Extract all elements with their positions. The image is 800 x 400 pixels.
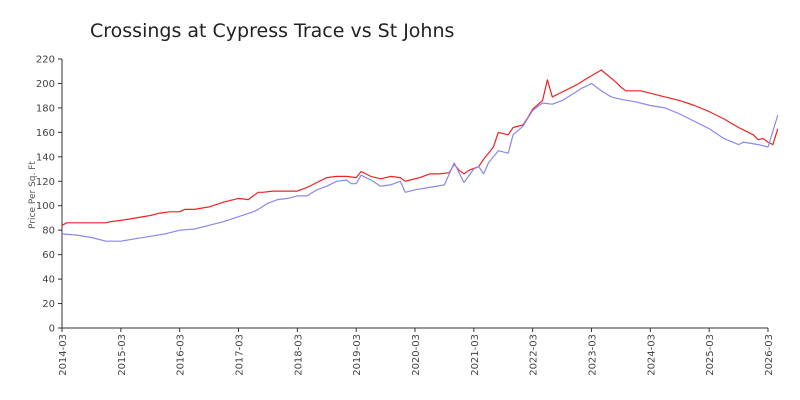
y-tick-label: 200 (36, 79, 55, 90)
x-tick-label: 2026-03 (764, 334, 775, 376)
y-tick-label: 220 (36, 55, 55, 66)
y-tick-label: 100 (36, 201, 55, 212)
x-tick-label: 2015-03 (117, 334, 128, 376)
y-tick-label: 0 (49, 324, 55, 335)
y-tick-label: 40 (42, 275, 55, 286)
x-tick-label: 2020-03 (411, 334, 422, 376)
y-tick-label: 60 (42, 250, 55, 261)
x-tick-label: 2016-03 (176, 334, 187, 376)
x-tick-label: 2014-03 (58, 334, 69, 376)
y-tick-label: 140 (36, 152, 55, 163)
axes: 0 20 40 60 80 100 120 140 160 180 200 220 2014-03 201… (36, 55, 775, 376)
chart-title: Crossings at Cypress Trace vs St Johns (90, 20, 454, 42)
y-tick-label: 80 (42, 226, 55, 237)
x-tick-label: 2017-03 (235, 334, 246, 376)
series-line-2 (61, 82, 779, 242)
x-tick-label: 2019-03 (352, 334, 363, 376)
x-tick-label: 2022-03 (529, 334, 540, 376)
y-tick-label: 120 (36, 177, 55, 188)
y-axis-label: Price Per Sq. Ft (28, 161, 38, 229)
x-tick-label: 2021-03 (470, 334, 481, 376)
series-line-1 (61, 69, 779, 226)
series-layer (61, 69, 779, 242)
x-tick-label: 2025-03 (705, 334, 716, 376)
x-tick-label: 2024-03 (646, 334, 657, 376)
y-tick-label: 180 (36, 103, 55, 114)
x-tick-label: 2023-03 (588, 334, 599, 376)
y-tick-label: 160 (36, 128, 55, 139)
x-tick-label: 2018-03 (293, 334, 304, 376)
y-tick-label: 20 (42, 299, 55, 310)
